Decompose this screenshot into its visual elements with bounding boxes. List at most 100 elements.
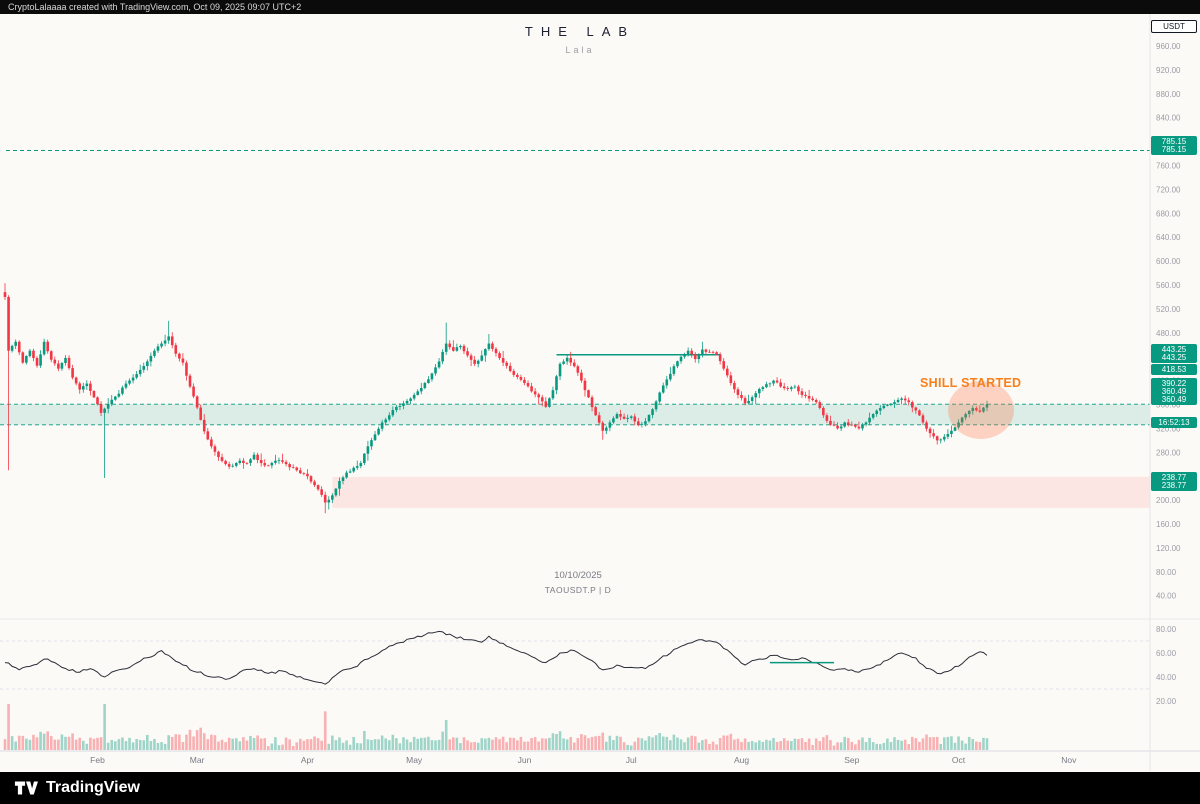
volume-bar: [444, 719, 448, 750]
volume-bar: [967, 736, 971, 750]
candle-body: [316, 485, 320, 490]
volume-bar: [178, 734, 181, 750]
price-tick-label: 520.00: [1156, 305, 1181, 314]
candle-body: [658, 392, 661, 402]
candle-body: [797, 386, 800, 392]
candle-body: [128, 380, 131, 384]
volume-bar: [836, 742, 839, 750]
volume-bar: [893, 737, 896, 750]
time-scale[interactable]: Feb Mar Apr May Jun Jul Aug Sep Oct Nov: [90, 755, 1077, 765]
candle-body: [886, 404, 889, 406]
candle-body: [64, 357, 67, 363]
price-tick-label: 560.00: [1156, 281, 1181, 290]
annotation-layer[interactable]: [948, 381, 1014, 439]
candle-body: [7, 296, 10, 351]
volume-bar: [42, 733, 46, 750]
candle-body: [854, 424, 857, 427]
support-zone[interactable]: [0, 404, 1150, 425]
month-label: May: [406, 755, 423, 765]
volume-bar: [626, 744, 629, 750]
candle-body: [412, 394, 416, 399]
drawing-lines[interactable]: [6, 149, 1150, 356]
volume-bar: [170, 736, 174, 750]
volume-bar: [113, 741, 117, 750]
volume-bar: [149, 741, 153, 750]
candle-body: [160, 343, 163, 347]
volume-bar: [395, 738, 398, 750]
candle-body: [10, 345, 14, 351]
candle-body: [836, 425, 839, 429]
volume-bar: [163, 743, 167, 750]
candle-body: [252, 454, 256, 460]
candle-body: [793, 386, 797, 388]
tradingview-wordmark[interactable]: TradingView: [46, 779, 140, 796]
volume-bar: [765, 739, 768, 750]
price-scale[interactable]: 960.00920.00880.00840.00800.00760.00720.…: [1156, 42, 1181, 706]
volume-bar: [288, 739, 291, 750]
drawing-zones[interactable]: [0, 403, 1150, 508]
volume-bar: [661, 736, 665, 750]
shill-started-annotation[interactable]: SHILL STARTED: [920, 376, 1022, 390]
candle-body: [178, 353, 181, 359]
candle-body: [341, 477, 345, 481]
candle-body: [907, 400, 911, 403]
candle-body: [772, 380, 775, 384]
volume-bar: [195, 730, 199, 750]
candle-body: [665, 379, 669, 386]
price-tick-label: 40.00: [1156, 592, 1177, 601]
tradingview-logo-icon[interactable]: [14, 779, 38, 797]
volume-bar: [423, 737, 427, 750]
volume-bar: [889, 742, 893, 750]
candle-body: [220, 457, 224, 461]
candle-body: [765, 384, 768, 388]
volume-bar: [131, 742, 135, 750]
candle-body: [206, 431, 210, 440]
price-tick-label: 840.00: [1156, 114, 1181, 123]
candle-body: [587, 390, 590, 398]
highlight-circle-annotation[interactable]: [948, 381, 1014, 439]
volume-bar: [7, 704, 10, 750]
volume-bar: [291, 745, 295, 750]
candle-body: [565, 357, 569, 362]
candle-body: [338, 480, 341, 489]
candle-body: [619, 414, 622, 417]
candle-body: [740, 394, 743, 399]
candle-body: [654, 401, 658, 410]
volume-bar: [412, 736, 416, 750]
volume-bar: [377, 739, 380, 750]
candle-body: [982, 407, 985, 412]
volume-bar: [918, 741, 921, 750]
candle-body: [540, 397, 544, 402]
volume-bar: [565, 739, 569, 750]
candle-body: [590, 397, 594, 408]
candle-body: [323, 494, 327, 503]
volume-bar: [266, 746, 270, 750]
candle-body: [612, 418, 615, 423]
volume-bar: [903, 739, 907, 750]
volume-bar: [227, 737, 231, 750]
volume-bar: [797, 739, 800, 750]
volume-bar: [715, 744, 718, 750]
candle-body: [736, 389, 740, 395]
candle-body: [434, 367, 437, 374]
candle-body: [978, 410, 982, 412]
candle-body: [110, 399, 114, 405]
volume-bar: [188, 729, 192, 750]
price-level-badge: 443.25: [1151, 343, 1197, 355]
demand-zone[interactable]: [332, 476, 1150, 508]
volume-bar: [725, 735, 729, 750]
candle-body: [964, 414, 967, 418]
candle-body: [818, 402, 822, 408]
volume-bar: [740, 742, 743, 750]
candle-body: [711, 351, 715, 353]
volume-bar: [220, 739, 224, 750]
volume-bar: [334, 740, 338, 750]
candle-body: [822, 407, 825, 416]
volume-bar: [508, 737, 512, 750]
candle-body: [444, 343, 448, 352]
candle-body: [754, 393, 758, 398]
volume-bar: [978, 741, 982, 750]
candle-body: [786, 388, 790, 389]
currency-toggle-badge[interactable]: USDT: [1151, 20, 1197, 33]
